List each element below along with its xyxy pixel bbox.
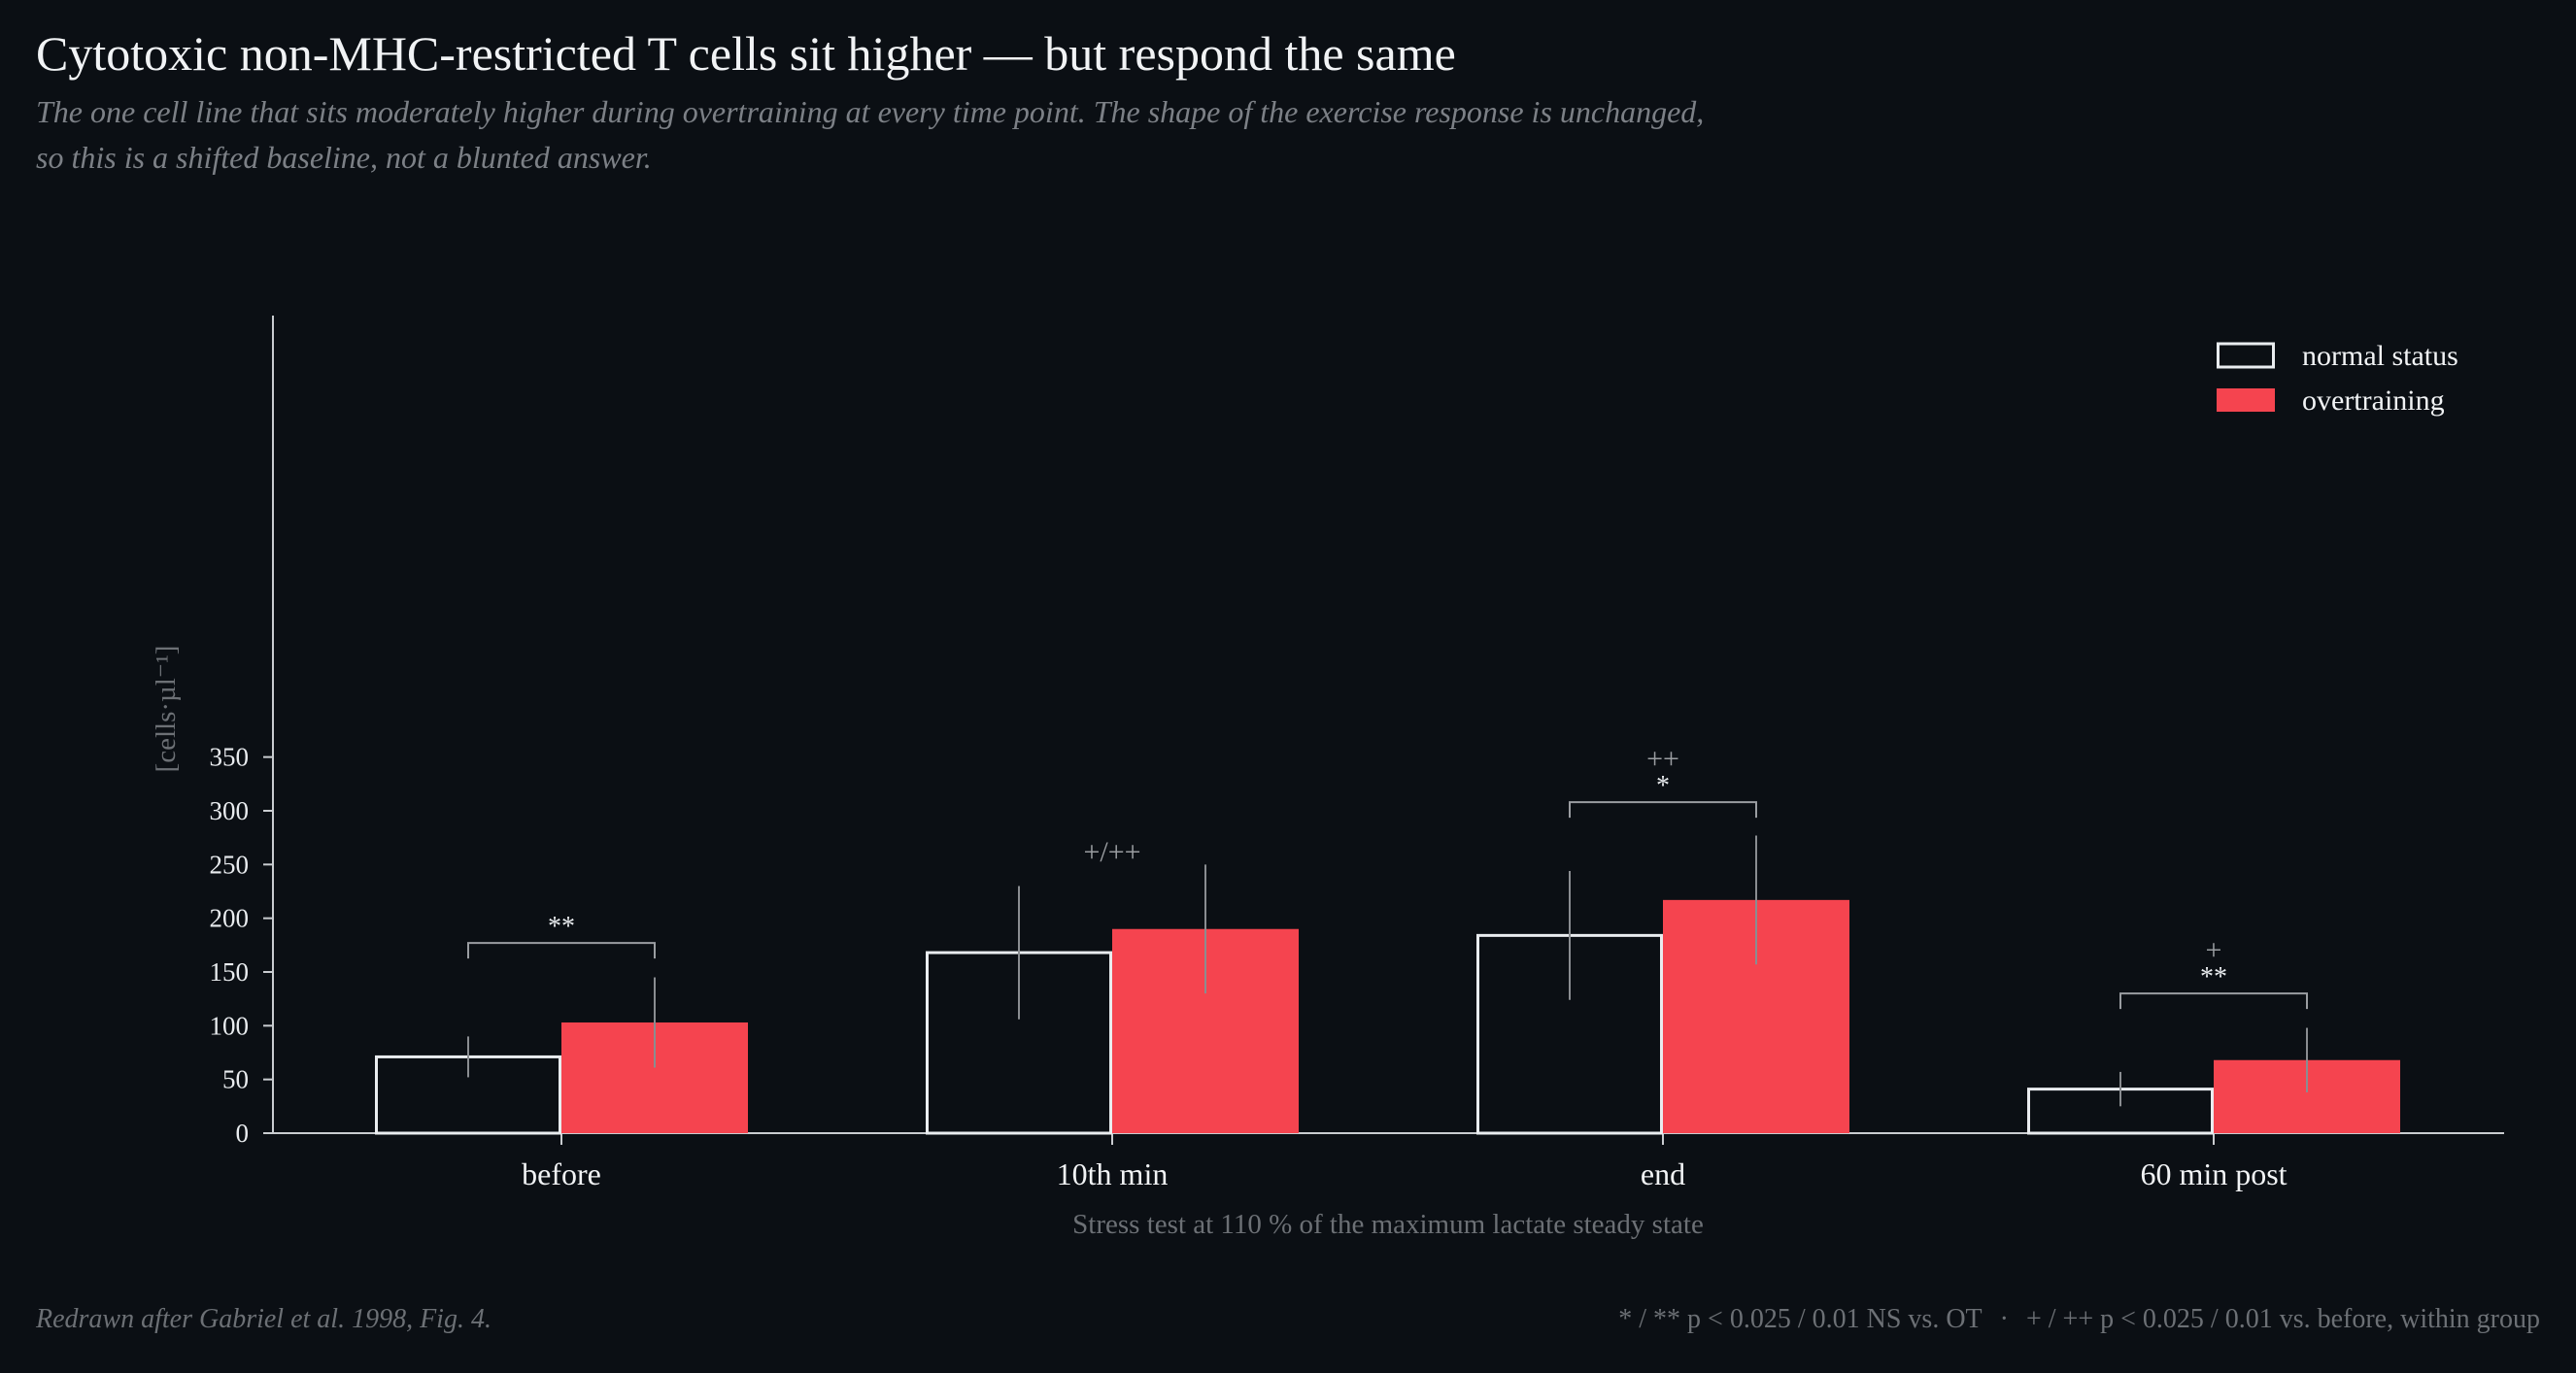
x-axis-label: Stress test at 110 % of the maximum lact…: [1072, 1209, 1704, 1240]
bracket-label: *: [1656, 771, 1670, 801]
legend-label-overtraining: overtraining: [2302, 385, 2445, 417]
legend-swatch-normal-status: [2217, 342, 2275, 369]
y-tick-label: 200: [210, 904, 250, 933]
within-group-mark: ++: [1646, 743, 1679, 775]
y-tick-label: 50: [222, 1065, 249, 1094]
bracket-label: **: [548, 912, 575, 942]
bars: [375, 899, 2400, 1135]
x-tick-label: before: [522, 1156, 601, 1191]
footnote-separator: ·: [1999, 1304, 2009, 1334]
legend: normal status overtraining: [2217, 340, 2458, 417]
footnote-between-groups: * / ** p < 0.025 / 0.01 NS vs. OT: [1618, 1304, 1983, 1334]
footnote-within-group: + / ++ p < 0.025 / 0.01 vs. before, with…: [2025, 1304, 2540, 1334]
axes: 0 50 100 150 200 250 300 350 before 10th min end 60…: [151, 316, 2504, 1240]
legend-swatch-overtraining: [2217, 388, 2275, 412]
significance-footnote: * / ** p < 0.025 / 0.01 NS vs. OT · + / ++…: [1618, 1304, 2540, 1335]
y-tick-label: 300: [210, 796, 250, 825]
significance-bracket: [1569, 801, 1757, 819]
chart-title: Cytotoxic non-MHC-restricted T cells sit…: [36, 26, 1456, 81]
y-axis-label: [cells·µl⁻¹]: [151, 646, 182, 773]
y-tick-label: 0: [236, 1119, 250, 1148]
within-group-mark: +/++: [1083, 836, 1140, 868]
x-tick-label: 10th min: [1057, 1156, 1169, 1191]
significance-bracket: [467, 942, 656, 959]
y-tick-label: 100: [210, 1011, 250, 1040]
bracket-label: **: [2200, 962, 2227, 992]
x-tick-label: 60 min post: [2140, 1156, 2287, 1191]
x-tick-label: end: [1641, 1156, 1685, 1191]
y-tick-label: 350: [210, 743, 250, 772]
annotations: *****+/+++++: [467, 743, 2308, 1010]
y-tick-label: 150: [210, 957, 250, 987]
error-bars: [467, 835, 2308, 1107]
y-tick-label: 250: [210, 850, 250, 879]
legend-label-normal-status: normal status: [2302, 340, 2458, 372]
chart-subtitle: The one cell line that sits moderately h…: [36, 94, 1705, 175]
significance-bracket: [2119, 992, 2308, 1010]
source-note: Redrawn after Gabriel et al. 1998, Fig. …: [36, 1304, 491, 1334]
within-group-mark: +: [2206, 934, 2222, 966]
